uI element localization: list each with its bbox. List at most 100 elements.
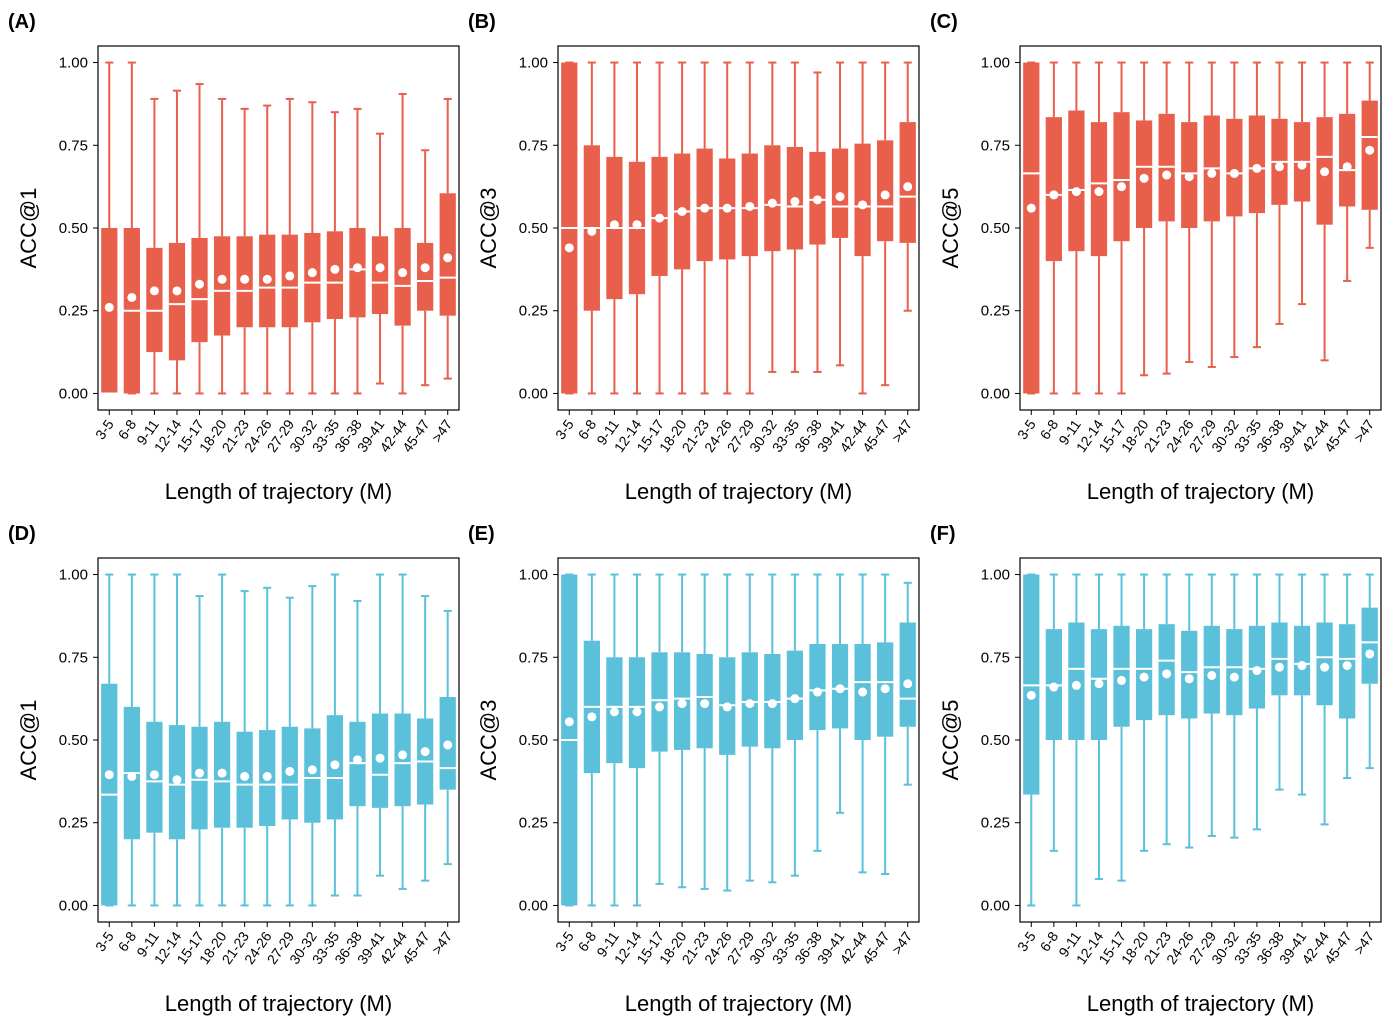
mean xyxy=(880,190,890,200)
mean xyxy=(564,717,574,727)
mean xyxy=(398,750,408,760)
mean xyxy=(352,755,362,765)
y-tick-label: 0.00 xyxy=(59,385,88,402)
x-tick-label: >47 xyxy=(428,416,455,445)
y-tick-label: 0.50 xyxy=(59,220,88,237)
box xyxy=(1113,112,1130,242)
y-tick-label: 0.25 xyxy=(519,303,548,320)
mean xyxy=(767,699,777,709)
mean xyxy=(1207,670,1217,680)
panel-label: (A) xyxy=(8,11,36,33)
x-tick-label: 3-5 xyxy=(92,416,117,442)
panel-label: (C) xyxy=(930,11,958,33)
mean xyxy=(127,771,137,781)
mean xyxy=(375,263,385,273)
y-tick-label: 1.00 xyxy=(59,567,88,584)
mean xyxy=(1071,680,1081,690)
y-tick-label: 0.50 xyxy=(59,732,88,749)
mean xyxy=(420,747,430,757)
mean xyxy=(1274,662,1284,672)
box xyxy=(191,237,208,343)
mean xyxy=(1207,168,1217,178)
mean xyxy=(307,268,317,278)
mean xyxy=(1342,661,1352,671)
mean xyxy=(1252,666,1262,676)
y-tick-label: 0.00 xyxy=(519,385,548,402)
mean xyxy=(812,687,822,697)
mean xyxy=(767,198,777,208)
mean xyxy=(858,687,868,697)
mean xyxy=(1365,145,1375,155)
mean xyxy=(1365,649,1375,659)
x-tick-label: >47 xyxy=(1350,416,1377,445)
plot-frame xyxy=(1019,45,1382,411)
y-tick-label: 0.50 xyxy=(519,220,548,237)
mean xyxy=(1094,187,1104,197)
plot-frame xyxy=(1019,557,1382,923)
y-tick-label: 1.00 xyxy=(59,55,88,72)
mean xyxy=(1026,203,1036,213)
y-tick-label: 0.00 xyxy=(981,897,1010,914)
mean xyxy=(149,286,159,296)
mean xyxy=(172,286,182,296)
mean xyxy=(375,753,385,763)
y-axis-label: ACC@1 xyxy=(16,699,41,780)
mean xyxy=(217,274,227,284)
mean xyxy=(240,274,250,284)
y-tick-label: 0.75 xyxy=(519,137,548,154)
y-tick-label: 0.00 xyxy=(519,897,548,914)
x-tick-label: 3-5 xyxy=(552,928,577,954)
y-tick-label: 0.75 xyxy=(981,649,1010,666)
y-tick-label: 0.25 xyxy=(59,815,88,832)
mean xyxy=(700,699,710,709)
y-tick-label: 1.00 xyxy=(981,567,1010,584)
mean xyxy=(352,263,362,273)
mean xyxy=(1184,674,1194,684)
box xyxy=(1339,624,1356,719)
y-tick-label: 0.75 xyxy=(981,137,1010,154)
mean xyxy=(1139,672,1149,682)
mean xyxy=(1252,163,1262,173)
mean xyxy=(1049,190,1059,200)
mean xyxy=(1320,167,1330,177)
box xyxy=(764,145,781,252)
mean xyxy=(677,206,687,216)
box xyxy=(371,236,389,315)
mean xyxy=(104,302,114,312)
box xyxy=(304,232,321,323)
x-tick-label: 3-5 xyxy=(1014,928,1039,954)
mean xyxy=(330,264,340,274)
mean xyxy=(632,707,642,717)
box xyxy=(326,231,344,319)
x-axis-label: Length of trajectory (M) xyxy=(625,991,852,1016)
mean xyxy=(1117,182,1127,192)
plot-frame xyxy=(97,557,460,923)
mean xyxy=(172,775,182,785)
box xyxy=(417,242,434,311)
x-axis-label: Length of trajectory (M) xyxy=(1087,991,1314,1016)
mean xyxy=(1342,162,1352,172)
mean xyxy=(398,268,408,278)
y-axis-label: ACC@3 xyxy=(476,699,501,780)
y-tick-label: 0.50 xyxy=(981,732,1010,749)
mean xyxy=(127,292,137,302)
y-axis-label: ACC@5 xyxy=(938,187,963,268)
y-tick-label: 0.50 xyxy=(981,220,1010,237)
box xyxy=(146,247,163,353)
mean xyxy=(835,192,845,202)
box xyxy=(213,236,231,336)
mean xyxy=(195,768,205,778)
mean xyxy=(812,195,822,205)
box xyxy=(304,728,321,823)
plot-frame xyxy=(557,45,920,411)
mean xyxy=(1297,160,1307,170)
y-tick-label: 0.50 xyxy=(519,732,548,749)
mean xyxy=(835,684,845,694)
x-axis-label: Length of trajectory (M) xyxy=(1087,479,1314,504)
mean xyxy=(1229,672,1239,682)
panel-label: (E) xyxy=(468,523,495,545)
mean xyxy=(1139,173,1149,183)
mean xyxy=(722,203,732,213)
mean xyxy=(655,702,665,712)
y-tick-label: 0.75 xyxy=(59,649,88,666)
